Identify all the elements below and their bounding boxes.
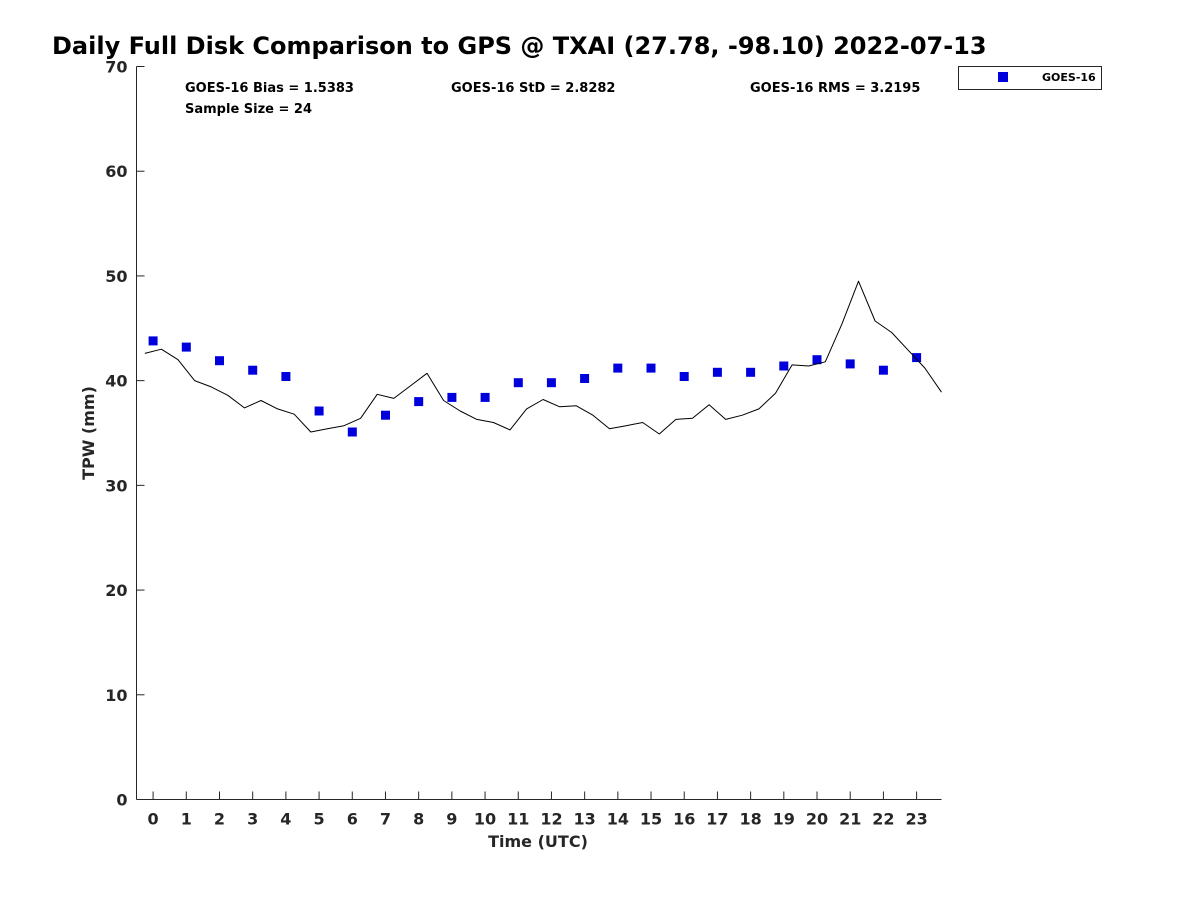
annotation-std: GOES-16 StD = 2.8282 [451, 81, 615, 96]
x-tick-label: 3 [247, 810, 258, 829]
y-tick-label: 60 [105, 162, 127, 181]
x-tick-label: 14 [607, 810, 629, 829]
x-tick-label: 22 [872, 810, 894, 829]
annotation-sample-size: Sample Size = 24 [185, 102, 312, 117]
scatter-point [779, 361, 789, 371]
scatter-point [646, 363, 656, 373]
y-tick-label: 10 [105, 686, 127, 705]
scatter-point [546, 378, 556, 388]
scatter-point [248, 365, 258, 375]
scatter-point [613, 363, 623, 373]
scatter-point [447, 392, 457, 402]
x-tick-label: 19 [773, 810, 795, 829]
x-tick-label: 10 [474, 810, 496, 829]
series-line [144, 280, 942, 435]
y-tick-label: 70 [105, 58, 127, 77]
scatter-point [513, 378, 523, 388]
scatter-point [215, 356, 224, 366]
x-tick-label: 18 [739, 810, 761, 829]
annotation-bias: GOES-16 Bias = 1.5383 [185, 81, 354, 96]
x-tick-label: 4 [280, 810, 291, 829]
legend-marker-goes16 [998, 72, 1008, 82]
x-tick-label: 0 [148, 810, 159, 829]
scatter-point [878, 365, 888, 375]
x-tick-label: 15 [640, 810, 662, 829]
x-tick-label: 16 [673, 810, 695, 829]
y-tick-label: 50 [105, 267, 127, 286]
y-axis-label: TPW (mm) [79, 386, 98, 480]
x-tick-label: 1 [181, 810, 192, 829]
annotation-rms: GOES-16 RMS = 3.2195 [750, 81, 920, 96]
scatter-point [414, 397, 424, 407]
scatter-point [746, 367, 756, 377]
x-tick-label: 20 [806, 810, 828, 829]
scatter-point [381, 410, 390, 420]
legend-label-goes16: GOES-16 [1042, 71, 1096, 84]
chart-title: Daily Full Disk Comparison to GPS @ TXAI… [52, 32, 987, 60]
x-tick-label: 9 [446, 810, 457, 829]
scatter-point [812, 355, 822, 365]
scatter-point [347, 427, 357, 437]
scatter-point [679, 372, 689, 381]
x-tick-label: 7 [380, 810, 391, 829]
scatter-point [281, 372, 291, 381]
legend-box [958, 66, 1102, 90]
x-tick-label: 13 [574, 810, 596, 829]
x-tick-label: 8 [413, 810, 424, 829]
x-tick-label: 2 [214, 810, 225, 829]
x-tick-label: 21 [839, 810, 861, 829]
y-tick-label: 40 [105, 372, 127, 391]
x-tick-label: 5 [314, 810, 325, 829]
y-tick-label: 30 [105, 476, 127, 495]
x-tick-label: 23 [905, 810, 927, 829]
x-tick-label: 6 [347, 810, 358, 829]
x-tick-label: 11 [507, 810, 529, 829]
scatter-point [912, 353, 922, 363]
x-tick-label: 17 [706, 810, 728, 829]
x-tick-label: 12 [540, 810, 562, 829]
y-tick-label: 20 [105, 581, 127, 600]
scatter-point [314, 406, 324, 416]
legend: GOES-16 [958, 66, 1102, 90]
y-tick-label: 0 [116, 791, 127, 810]
scatter-point [181, 342, 191, 352]
scatter-point [580, 374, 590, 383]
scatter-point [480, 392, 490, 402]
scatter-point [148, 336, 158, 346]
x-axis-label: Time (UTC) [488, 832, 588, 851]
scatter-point [845, 359, 855, 369]
scatter-point [712, 367, 722, 377]
